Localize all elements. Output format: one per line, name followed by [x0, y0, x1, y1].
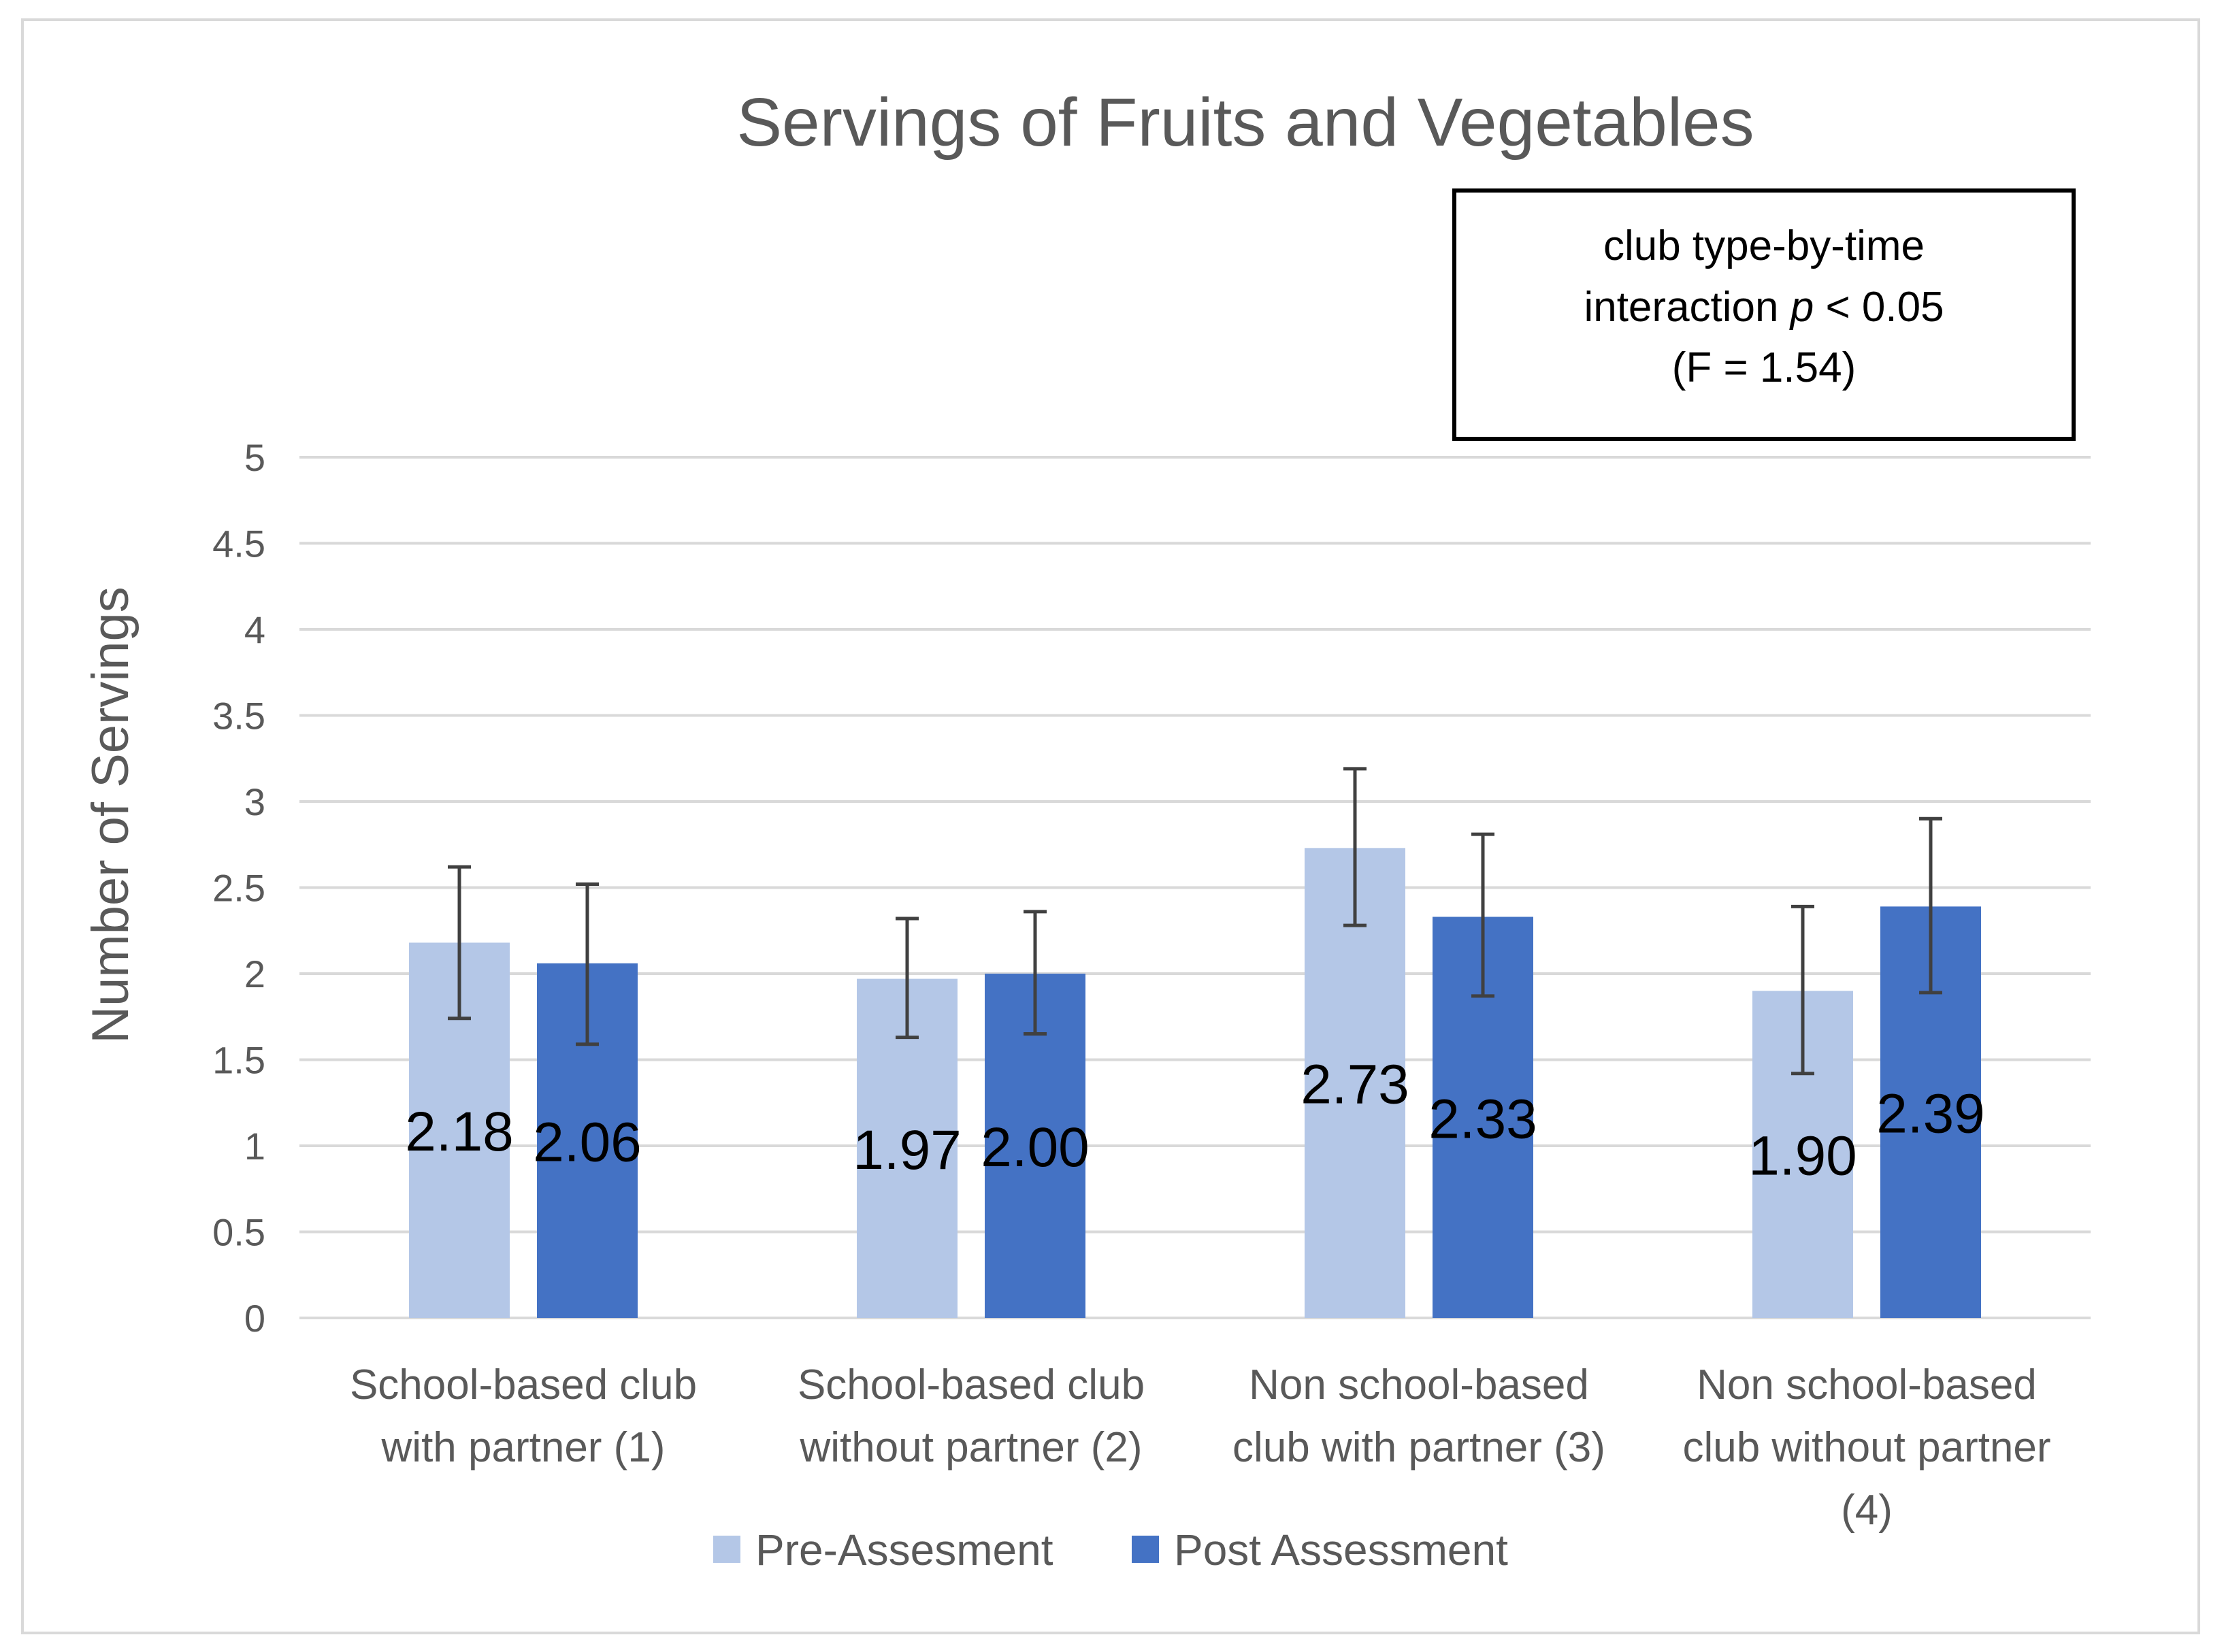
data-label: 2.39 [1876, 1083, 1985, 1145]
category-label-line: club with partner (3) [1232, 1424, 1605, 1471]
annotation-line-1: club type-by-time [1603, 222, 1925, 269]
y-tick-label: 4 [244, 608, 265, 651]
legend-swatch-pre [713, 1536, 740, 1563]
y-tick-label: 0.5 [212, 1211, 265, 1254]
annotation-line-3: (F = 1.54) [1672, 344, 1857, 391]
y-tick-label: 3 [244, 780, 265, 823]
category-label: Non school-based club with partner (3) [1232, 1361, 1605, 1471]
legend-label-pre: Pre-Assesment [755, 1525, 1053, 1574]
category-label-line: (4) [1841, 1487, 1893, 1534]
legend: Pre-Assesment Post Assessment [713, 1525, 1508, 1574]
y-tick-label: 1 [244, 1125, 265, 1168]
y-tick-label: 2.5 [212, 867, 265, 910]
category-label-line: with partner (1) [381, 1424, 666, 1471]
data-label: 2.33 [1428, 1088, 1537, 1150]
y-tick-label: 1.5 [212, 1039, 265, 1082]
annotation-box: club type-by-time interaction p < 0.05 (… [1452, 188, 2076, 441]
bars [409, 848, 1981, 1318]
chart-title: Servings of Fruits and Vegetables [736, 84, 1754, 161]
annotation-frame [1452, 188, 2076, 441]
data-label: 2.73 [1301, 1054, 1409, 1116]
category-label-line: Non school-based [1697, 1361, 2037, 1408]
category-label: School-based club without partner (2) [798, 1361, 1145, 1471]
category-label: School-based club with partner (1) [350, 1361, 697, 1471]
annotation-line-2: interaction p < 0.05 [1584, 284, 1944, 331]
y-axis-label: Number of Servings [82, 587, 140, 1044]
legend-swatch-post [1132, 1536, 1159, 1563]
legend-label-post: Post Assessment [1174, 1525, 1508, 1574]
category-label-line: Non school-based [1249, 1361, 1589, 1408]
category-label-line: without partner (2) [799, 1424, 1142, 1471]
category-label-line: School-based club [350, 1361, 697, 1408]
y-tick-label: 5 [244, 436, 265, 479]
category-label-line: School-based club [798, 1361, 1145, 1408]
y-tick-label: 2 [244, 953, 265, 995]
data-labels: 2.18 2.06 1.97 2.00 2.73 2.33 1.90 2.39 [405, 1054, 1985, 1187]
category-label: Non school-based club without partner (4) [1682, 1361, 2050, 1534]
data-label: 2.06 [533, 1111, 642, 1173]
error-bars [448, 767, 1942, 1076]
y-tick-label: 0 [244, 1297, 265, 1340]
data-label: 2.18 [405, 1101, 514, 1163]
y-tick-label: 4.5 [212, 523, 265, 565]
category-labels: School-based club with partner (1)School-… [350, 1361, 2051, 1534]
y-tick-label: 3.5 [212, 695, 265, 738]
data-label: 2.00 [981, 1117, 1090, 1178]
data-label: 1.97 [853, 1119, 962, 1181]
data-label: 1.90 [1748, 1125, 1857, 1187]
category-label-line: club without partner [1682, 1424, 2050, 1471]
